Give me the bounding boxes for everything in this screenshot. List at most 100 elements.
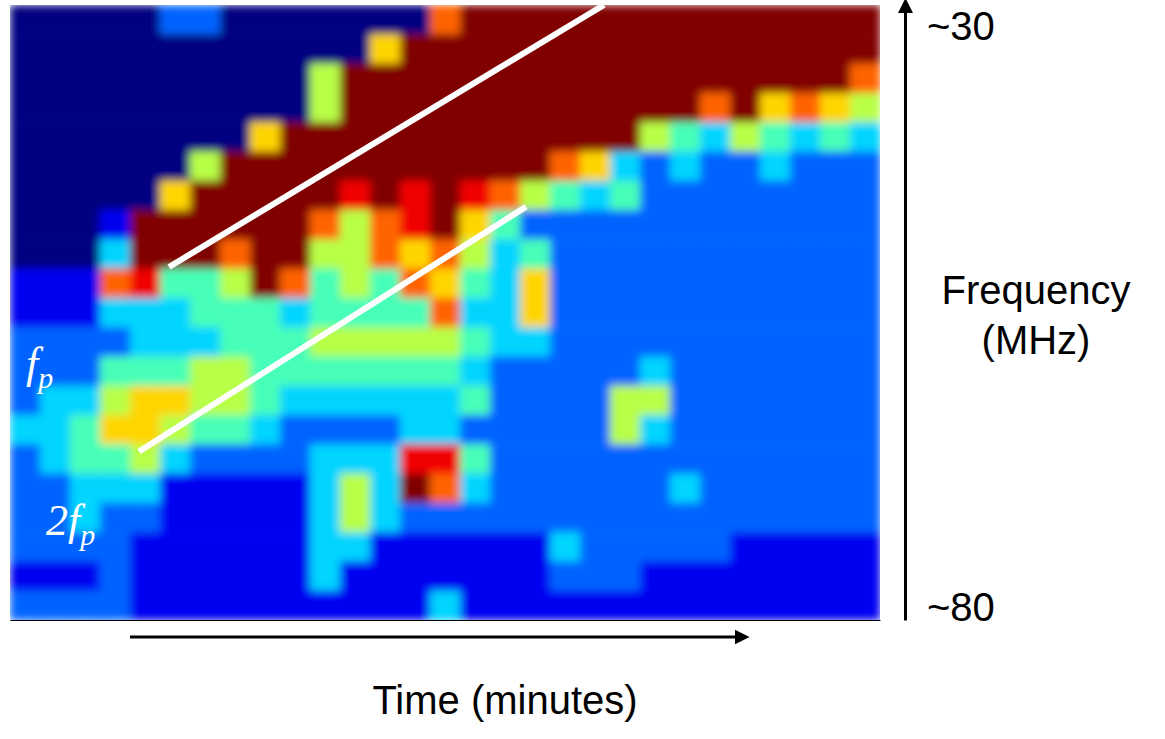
cell bbox=[160, 93, 191, 123]
cell bbox=[640, 356, 671, 386]
cell bbox=[790, 239, 821, 269]
cell bbox=[520, 444, 551, 474]
cell bbox=[10, 64, 41, 94]
cell bbox=[40, 591, 71, 620]
cell bbox=[520, 532, 551, 562]
cell bbox=[280, 34, 311, 64]
cell bbox=[130, 93, 161, 123]
cell bbox=[670, 210, 701, 240]
cell bbox=[640, 386, 671, 416]
cell bbox=[70, 561, 101, 591]
cell bbox=[370, 561, 401, 591]
cell bbox=[640, 34, 671, 64]
cell bbox=[610, 561, 641, 591]
cell bbox=[580, 181, 611, 211]
cell bbox=[790, 269, 821, 299]
cell bbox=[520, 122, 551, 152]
cell bbox=[100, 298, 131, 328]
cell bbox=[640, 415, 671, 445]
cell bbox=[190, 181, 221, 211]
cell bbox=[190, 5, 221, 35]
cell bbox=[700, 298, 731, 328]
cell bbox=[40, 415, 71, 445]
cell bbox=[160, 503, 191, 533]
cell bbox=[850, 298, 880, 328]
cell bbox=[790, 298, 821, 328]
cell bbox=[640, 591, 671, 620]
cell bbox=[190, 327, 221, 357]
cell bbox=[550, 474, 581, 504]
cell bbox=[370, 5, 401, 35]
cell bbox=[790, 5, 821, 35]
cell bbox=[190, 474, 221, 504]
cell bbox=[520, 298, 551, 328]
cell bbox=[550, 181, 581, 211]
cell bbox=[760, 122, 791, 152]
cell bbox=[730, 269, 761, 299]
cell bbox=[700, 181, 731, 211]
cell bbox=[820, 356, 851, 386]
cell bbox=[730, 415, 761, 445]
cell bbox=[580, 122, 611, 152]
cell bbox=[490, 298, 521, 328]
cell bbox=[460, 181, 491, 211]
cell bbox=[610, 210, 641, 240]
cell bbox=[580, 386, 611, 416]
cell bbox=[70, 210, 101, 240]
y-axis-title: Frequency(MHz) bbox=[942, 268, 1131, 362]
cell bbox=[700, 561, 731, 591]
cell bbox=[700, 356, 731, 386]
cell bbox=[820, 561, 851, 591]
cell bbox=[700, 327, 731, 357]
lane-label-sub: p bbox=[78, 518, 95, 551]
cell bbox=[100, 239, 131, 269]
cell bbox=[190, 34, 221, 64]
cell bbox=[490, 444, 521, 474]
cell bbox=[760, 591, 791, 620]
cell bbox=[370, 386, 401, 416]
cell bbox=[460, 356, 491, 386]
cell bbox=[370, 239, 401, 269]
cell bbox=[10, 151, 41, 181]
cell bbox=[520, 591, 551, 620]
cell bbox=[460, 5, 491, 35]
cell bbox=[190, 444, 221, 474]
cell bbox=[100, 474, 131, 504]
cell bbox=[100, 444, 131, 474]
cell bbox=[250, 327, 281, 357]
cell bbox=[130, 327, 161, 357]
cell bbox=[580, 93, 611, 123]
cell bbox=[220, 5, 251, 35]
cell bbox=[700, 503, 731, 533]
cell bbox=[100, 34, 131, 64]
cell bbox=[10, 444, 41, 474]
cell bbox=[40, 239, 71, 269]
cell bbox=[100, 591, 131, 620]
y-tick-label: ~30 bbox=[927, 4, 995, 48]
cell bbox=[310, 444, 341, 474]
cell bbox=[850, 503, 880, 533]
cell bbox=[790, 210, 821, 240]
cell bbox=[760, 239, 791, 269]
cell bbox=[550, 151, 581, 181]
cell bbox=[340, 327, 371, 357]
cell bbox=[100, 532, 131, 562]
cell bbox=[820, 298, 851, 328]
cell bbox=[580, 415, 611, 445]
cell bbox=[70, 386, 101, 416]
lane-label: fp bbox=[26, 339, 53, 394]
cell bbox=[700, 415, 731, 445]
cell bbox=[220, 444, 251, 474]
cell bbox=[640, 5, 671, 35]
cell bbox=[460, 474, 491, 504]
cell bbox=[610, 474, 641, 504]
cell bbox=[670, 5, 701, 35]
cell bbox=[730, 122, 761, 152]
cell bbox=[610, 503, 641, 533]
cell bbox=[340, 269, 371, 299]
cell bbox=[760, 210, 791, 240]
cell bbox=[430, 269, 461, 299]
cell bbox=[220, 239, 251, 269]
cell bbox=[760, 151, 791, 181]
cell bbox=[310, 210, 341, 240]
